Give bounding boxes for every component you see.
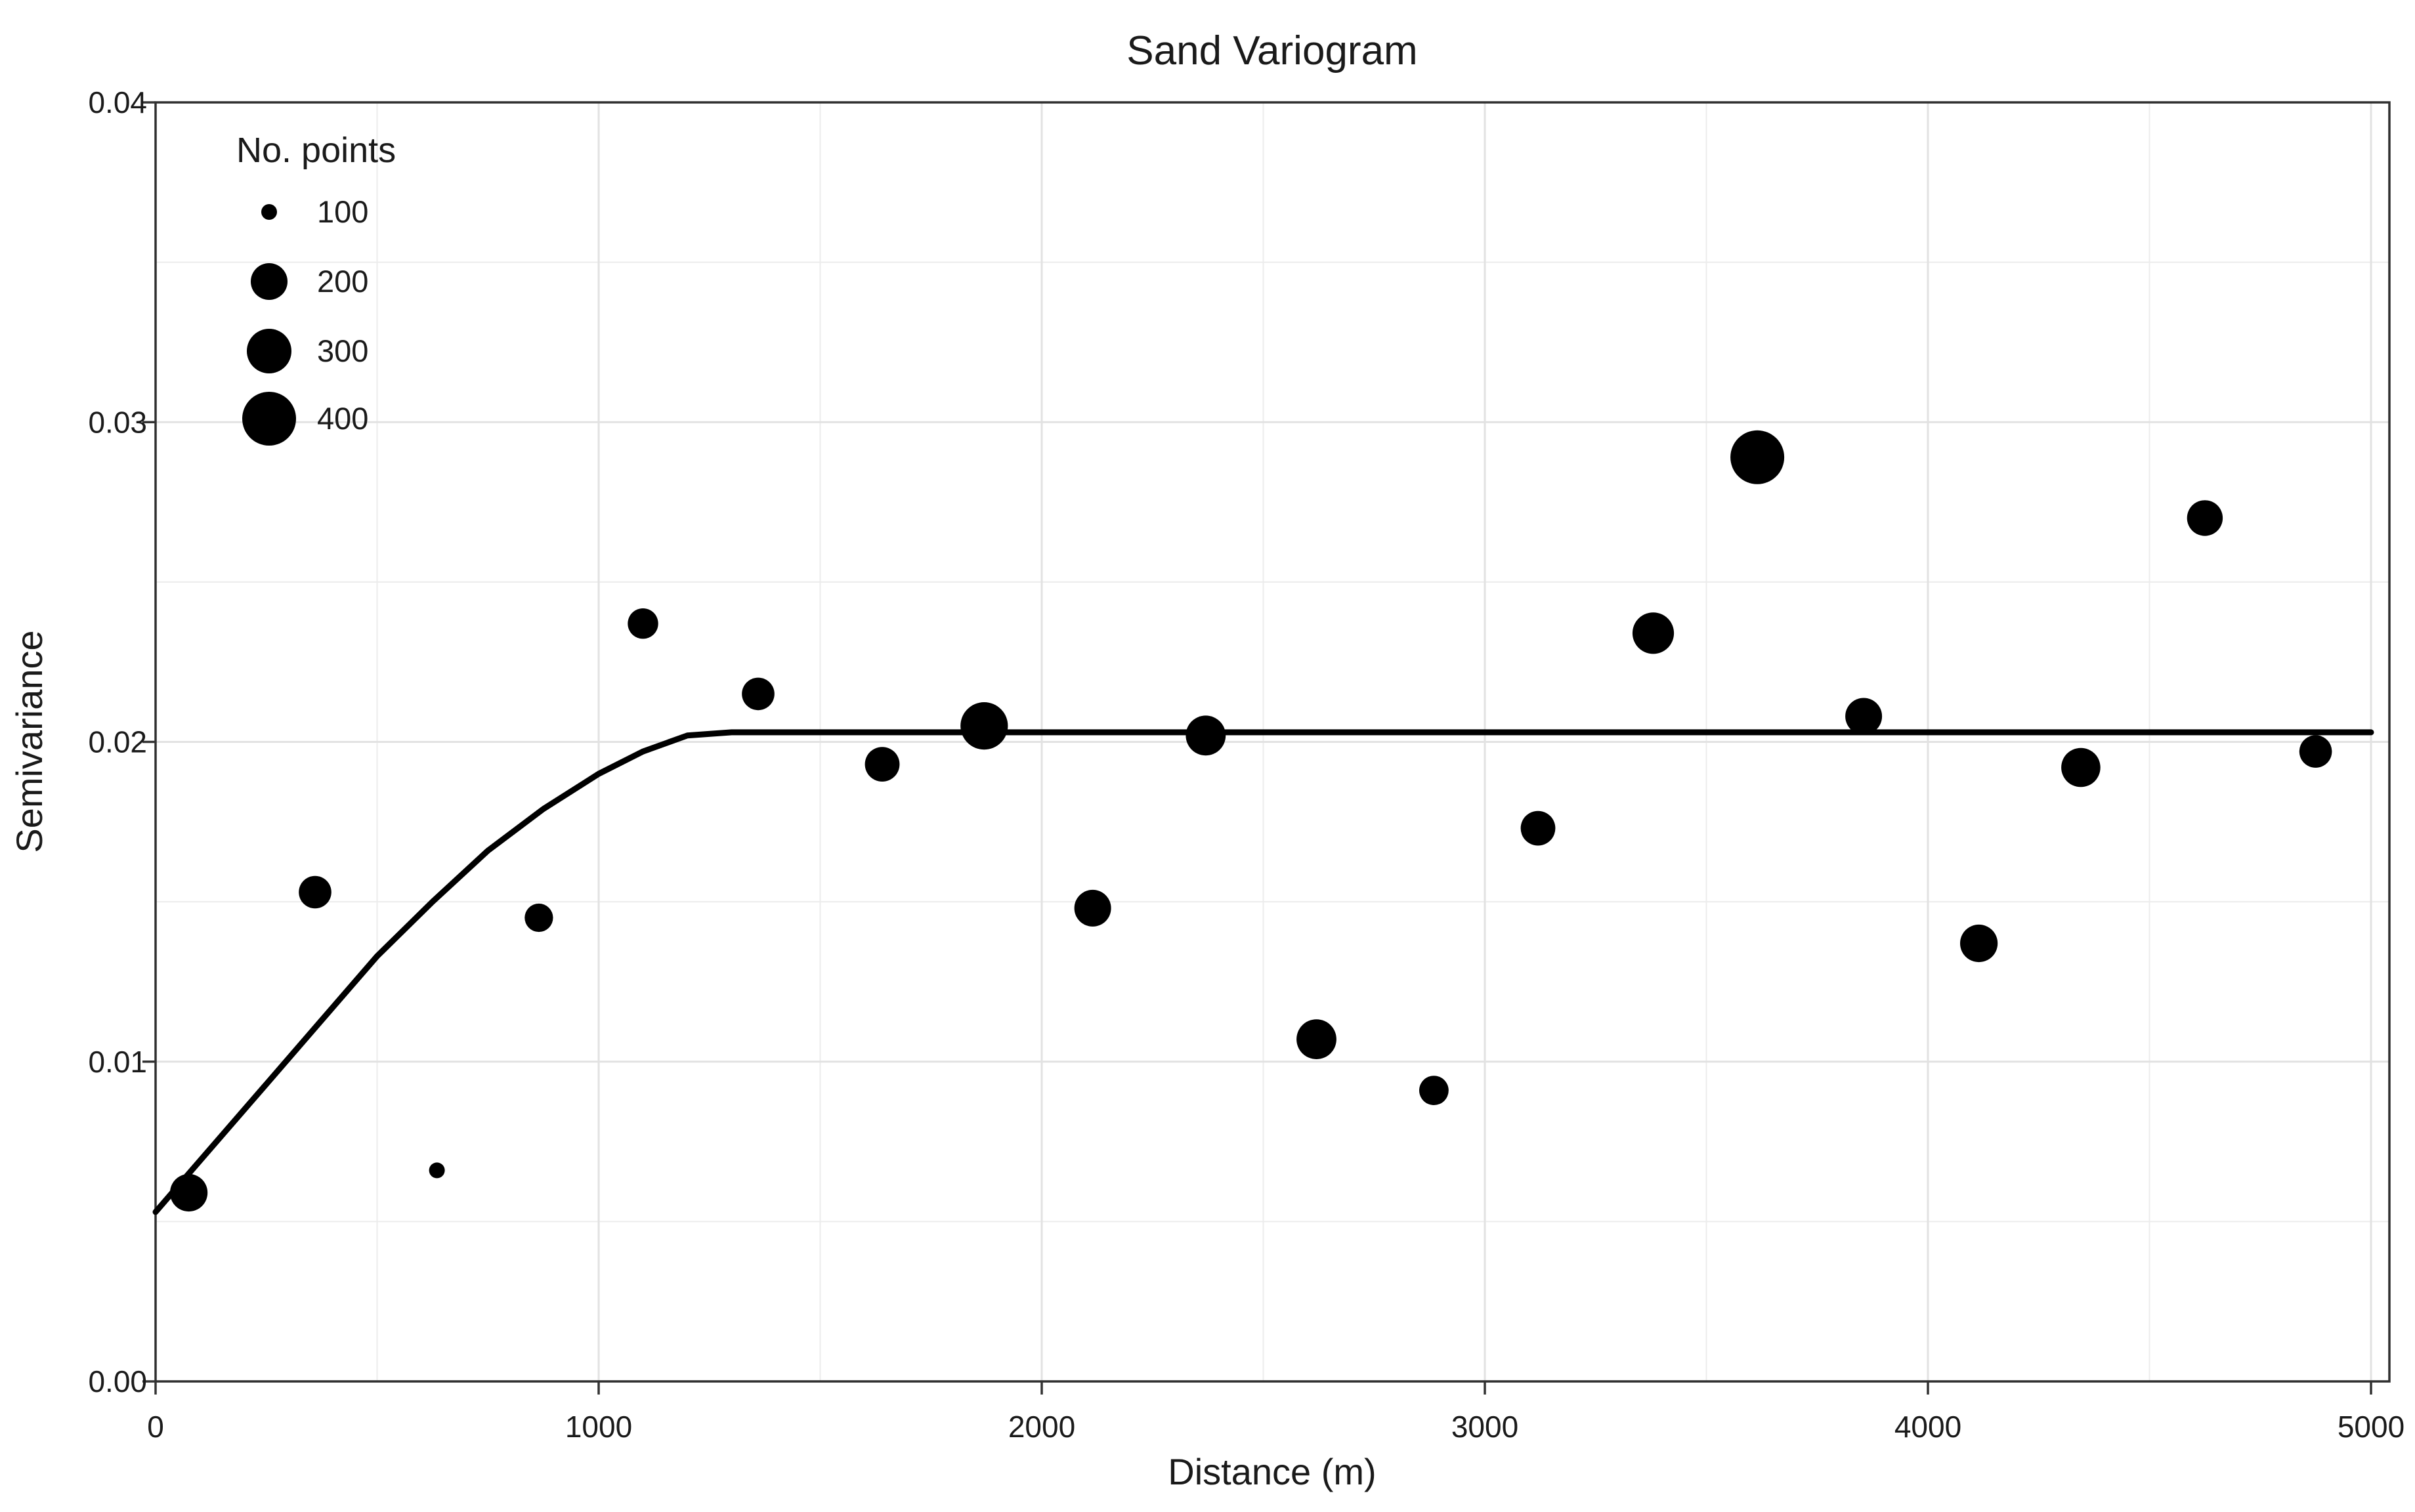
data-point: [742, 677, 775, 711]
data-point: [170, 1173, 208, 1212]
data-point: [2299, 735, 2332, 768]
x-tick-label: 4000: [1894, 1410, 1961, 1444]
size-legend: 100 200 300 400: [242, 194, 368, 446]
legend-item-label: 100: [317, 194, 368, 229]
x-tick-label: 3000: [1451, 1410, 1518, 1444]
data-point: [1632, 612, 1675, 654]
data-point: [524, 903, 553, 933]
data-point: [1960, 924, 1998, 963]
data-point: [429, 1162, 445, 1179]
x-axis-title: Distance (m): [1168, 1451, 1376, 1492]
data-point: [1419, 1076, 1449, 1105]
legend-size-circle: [261, 204, 277, 220]
x-tick-label: 1000: [565, 1410, 632, 1444]
legend-title: No. points: [236, 131, 396, 170]
legend-size-circle: [251, 263, 288, 300]
data-point: [1074, 889, 1111, 927]
y-tick-label: 0.02: [88, 725, 147, 759]
data-point: [960, 702, 1008, 750]
legend-item-label: 200: [317, 264, 368, 299]
y-tick-label: 0.03: [88, 405, 147, 439]
data-point: [865, 747, 900, 782]
x-tick-label: 2000: [1008, 1410, 1075, 1444]
data-point: [1186, 715, 1226, 756]
axis-ticks-layer: 0 1000 2000 3000 4000 5000 0.00 0.01 0.02 0.03 0.0…: [88, 85, 2404, 1444]
x-tick-label: 0: [147, 1410, 164, 1444]
legend-item-label: 400: [317, 401, 368, 436]
model-curve-layer: [152, 729, 2374, 1215]
y-tick-label: 0.04: [88, 85, 147, 119]
data-point: [299, 875, 331, 909]
fitted-model-line: [152, 729, 2374, 1215]
data-point: [1520, 810, 1556, 846]
data-point: [1296, 1019, 1336, 1059]
chart-title: Sand Variogram: [1126, 28, 1417, 74]
y-tick-label: 0.01: [88, 1045, 147, 1079]
data-point: [1730, 430, 1785, 484]
x-tick-label: 5000: [2338, 1410, 2404, 1444]
y-tick-label: 0.00: [88, 1364, 147, 1398]
legend-size-circle: [247, 329, 291, 373]
data-point: [628, 608, 658, 639]
legend-size-circle: [242, 392, 296, 446]
y-axis-title: Semivariance: [9, 630, 50, 852]
gridlines-layer: [154, 101, 2389, 1383]
legend-item-label: 300: [317, 333, 368, 368]
data-point: [2061, 747, 2101, 788]
data-point: [1845, 698, 1883, 735]
data-points-layer: [170, 430, 2332, 1212]
data-point: [2187, 500, 2223, 536]
